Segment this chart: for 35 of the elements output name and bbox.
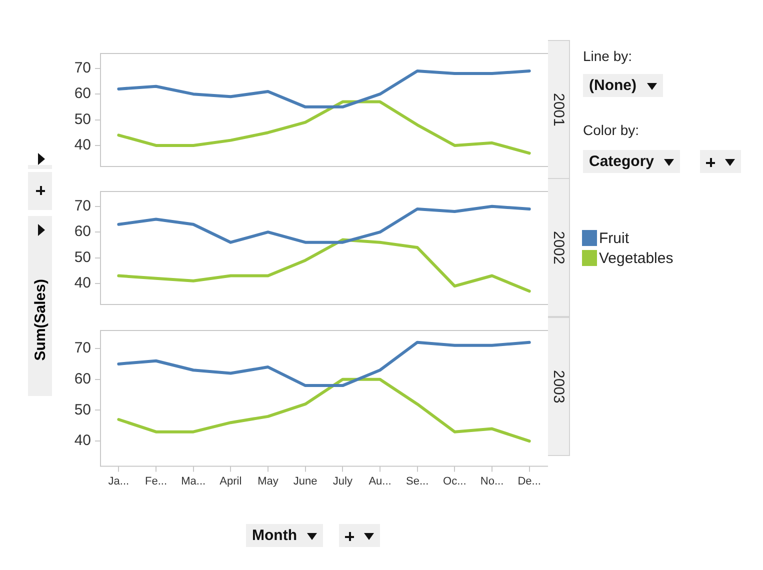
y-tick-label: 60 xyxy=(74,85,91,102)
legend-label: Vegetables xyxy=(599,250,674,266)
y-tick-label: 70 xyxy=(74,60,91,77)
x-tick-label: Fe... xyxy=(144,475,168,488)
y-tick-label: 50 xyxy=(74,110,91,128)
text: 2003 xyxy=(550,370,567,404)
text: (None) xyxy=(589,77,636,94)
y-tick-label: 60 xyxy=(74,223,91,240)
x-tick-label: April xyxy=(220,475,242,488)
y-tick-label: 40 xyxy=(74,136,91,154)
text: Category xyxy=(589,153,654,170)
x-tick-label: Oc... xyxy=(443,475,466,488)
x-tick-label: May xyxy=(258,475,279,488)
y-tick-label: 70 xyxy=(74,198,91,215)
x-tick-label: Se... xyxy=(406,475,429,488)
x-tick-label: June xyxy=(293,475,318,488)
x-tick-label: Ma... xyxy=(181,475,206,488)
x-tick-label: July xyxy=(332,475,353,488)
text: 2002 xyxy=(550,230,567,264)
x-tick-label: Ja... xyxy=(108,475,130,488)
y-tick-label: 60 xyxy=(74,370,91,388)
y-tick-label: 40 xyxy=(74,432,91,450)
y-tick-label: 70 xyxy=(74,340,91,357)
text: Color by: xyxy=(583,122,640,138)
text: Line by: xyxy=(583,48,632,64)
x-axis-title: Month xyxy=(252,527,297,544)
x-tick-label: Au... xyxy=(368,475,392,488)
legend-label: Fruit xyxy=(599,230,629,246)
y-tick-label: 50 xyxy=(74,248,91,266)
text: 2001 xyxy=(550,92,567,126)
x-tick-label: De... xyxy=(518,475,541,488)
y-axis-title: Sum(Sales) xyxy=(32,279,48,361)
x-tick-label: No... xyxy=(480,475,504,488)
y-tick-label: 50 xyxy=(74,401,91,418)
y-tick-label: 40 xyxy=(74,274,91,292)
